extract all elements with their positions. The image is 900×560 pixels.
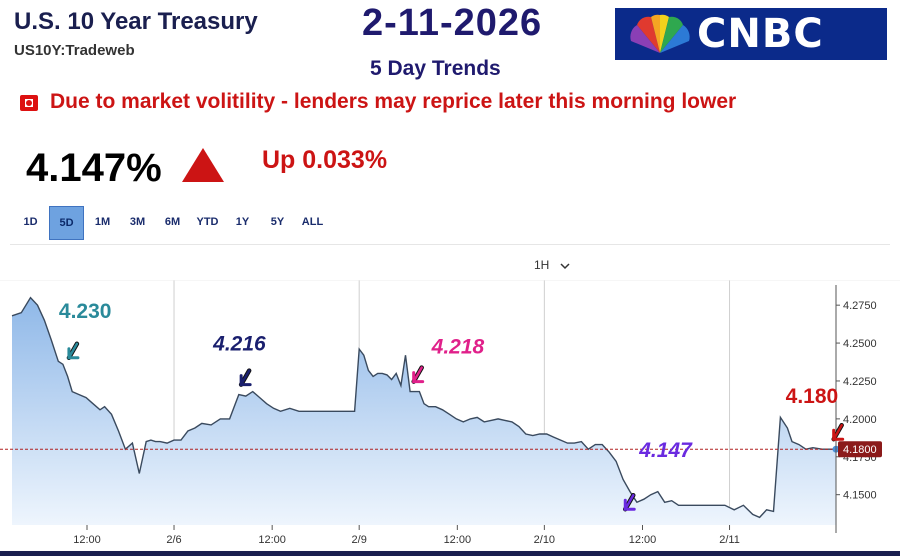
y-tick-label: 4.1500 <box>843 490 877 502</box>
annotation-layer: 4.230 4.216 4.218 4.147 4.180 <box>59 300 845 512</box>
annotation-label: 4.218 <box>431 336 485 359</box>
current-value-label: 4.1800 <box>843 444 877 456</box>
annotation-arrowhead <box>67 347 80 360</box>
current-value-tag <box>838 441 882 458</box>
annotation-label: 4.180 <box>786 385 839 408</box>
axis-layer: 4.27504.25004.22504.20004.17504.15004.18… <box>73 285 882 546</box>
trend-label: 5 Day Trends <box>370 57 501 80</box>
y-tick-label: 4.2750 <box>843 300 877 312</box>
x-tick-label: 12:00 <box>629 534 657 546</box>
change-value: Up 0.033% <box>262 146 388 174</box>
y-tick-label: 4.2250 <box>843 376 877 388</box>
date-heading: 2-11-2026 <box>362 2 543 44</box>
x-tick-label: 12:00 <box>258 534 286 546</box>
range-1m-button[interactable]: 1M <box>94 216 111 228</box>
x-tick-label: 2/9 <box>352 534 367 546</box>
instrument-title: U.S. 10 Year Treasury <box>14 8 258 35</box>
x-tick-label: 2/10 <box>534 534 555 546</box>
bottom-rule <box>0 551 900 556</box>
annotation-label: 4.230 <box>59 300 112 323</box>
range-ytd-button[interactable]: YTD <box>196 216 219 228</box>
annotation-arrowhead <box>832 428 845 441</box>
area-layer <box>0 296 840 525</box>
yield-area-fill <box>12 297 836 525</box>
yield-chart: 4.27504.25004.22504.20004.17504.15004.18… <box>0 280 900 546</box>
range-1y-button[interactable]: 1Y <box>235 216 250 228</box>
annotation-arrowhead <box>412 371 425 384</box>
y-tick-label: 4.2500 <box>843 338 877 350</box>
quote-value: 4.147% <box>26 146 162 190</box>
toolbar-divider <box>10 244 890 245</box>
annotation-label: 4.216 <box>212 333 266 356</box>
annotation-arrowhead <box>239 374 252 387</box>
annotation-label: 4.147 <box>638 439 693 462</box>
range-selector: 1D 5D 1M 3M 6M YTD 1Y 5Y ALL <box>14 206 331 240</box>
range-5y-button[interactable]: 5Y <box>270 216 285 228</box>
x-tick-label: 2/11 <box>719 534 740 546</box>
x-tick-label: 2/6 <box>166 534 181 546</box>
chevron-down-icon[interactable] <box>560 262 570 270</box>
y-tick-label: 4.2000 <box>843 414 877 426</box>
range-all-button[interactable]: ALL <box>301 216 324 228</box>
annotation-arrowhead <box>623 498 636 511</box>
x-tick-label: 12:00 <box>73 534 101 546</box>
instrument-symbol: US10Y:Tradeweb <box>14 42 135 59</box>
yield-line <box>11 296 836 519</box>
peacock-icon <box>630 14 690 54</box>
alert-text: Due to market volitility - lenders may r… <box>50 90 737 113</box>
logo-text: CNBC <box>697 11 824 57</box>
siren-icon <box>20 95 38 111</box>
range-5d-button[interactable]: 5D <box>49 206 84 240</box>
up-triangle-icon <box>182 148 224 182</box>
x-tick-label: 12:00 <box>444 534 472 546</box>
range-3m-button[interactable]: 3M <box>129 216 146 228</box>
volatility-alert: Due to market volitility - lenders may r… <box>18 90 736 114</box>
interval-dropdown[interactable]: 1H <box>534 258 550 272</box>
range-1d-button[interactable]: 1D <box>23 216 38 228</box>
cnbc-logo: CNBC <box>615 8 887 60</box>
range-6m-button[interactable]: 6M <box>164 216 181 228</box>
